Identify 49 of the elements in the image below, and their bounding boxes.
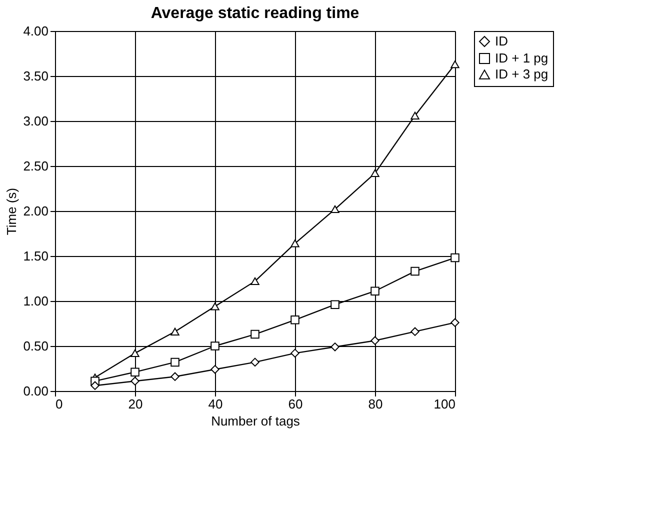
point [370, 169, 380, 178]
x-axis-title: Number of tags [211, 414, 300, 428]
point [210, 342, 220, 350]
y-tick-label: 4.00 [23, 24, 48, 38]
point [170, 358, 180, 367]
point [370, 286, 380, 296]
y-axis-title: Time (s) [4, 188, 20, 236]
x-tick-label: 20 [128, 396, 143, 412]
point [330, 342, 340, 352]
x-tick-label: 100 [434, 396, 456, 412]
legend-label: ID + 3 pg [495, 66, 548, 82]
point [450, 318, 460, 327]
x-tick-label: 40 [208, 396, 223, 412]
point [90, 381, 100, 390]
point [370, 336, 380, 345]
point [410, 327, 420, 336]
y-tick-label: 0.50 [23, 338, 48, 354]
point [450, 253, 460, 262]
point [450, 60, 460, 68]
point [170, 372, 180, 381]
y-tick-label: 0.00 [23, 384, 48, 398]
y-tick-label: 2.00 [23, 204, 48, 218]
point [130, 376, 140, 386]
y-tick-label: 3.50 [23, 68, 48, 84]
point [250, 330, 260, 339]
x-tick-label: 0 [56, 396, 63, 412]
point [410, 112, 420, 120]
legend-label: ID [495, 34, 508, 48]
legend-label: ID + 1 pg [495, 50, 548, 66]
point [410, 266, 420, 276]
point [210, 302, 220, 310]
y-tick-label: 2.50 [23, 158, 48, 174]
point [130, 349, 140, 358]
chart-title: Average static reading time [150, 5, 360, 22]
y-tick-label: 1.50 [23, 248, 48, 264]
y-tick-label: 3.00 [23, 114, 48, 128]
point [290, 348, 300, 358]
point [330, 205, 340, 214]
y-tick-label: 1.00 [23, 294, 48, 308]
x-tick-label: 80 [368, 396, 383, 412]
x-tick-label: 60 [288, 396, 303, 412]
point [250, 358, 260, 367]
point [290, 240, 300, 248]
point [330, 300, 340, 309]
point [250, 277, 260, 286]
point [210, 365, 220, 374]
point [170, 328, 180, 336]
point [290, 316, 300, 324]
point [130, 368, 140, 376]
